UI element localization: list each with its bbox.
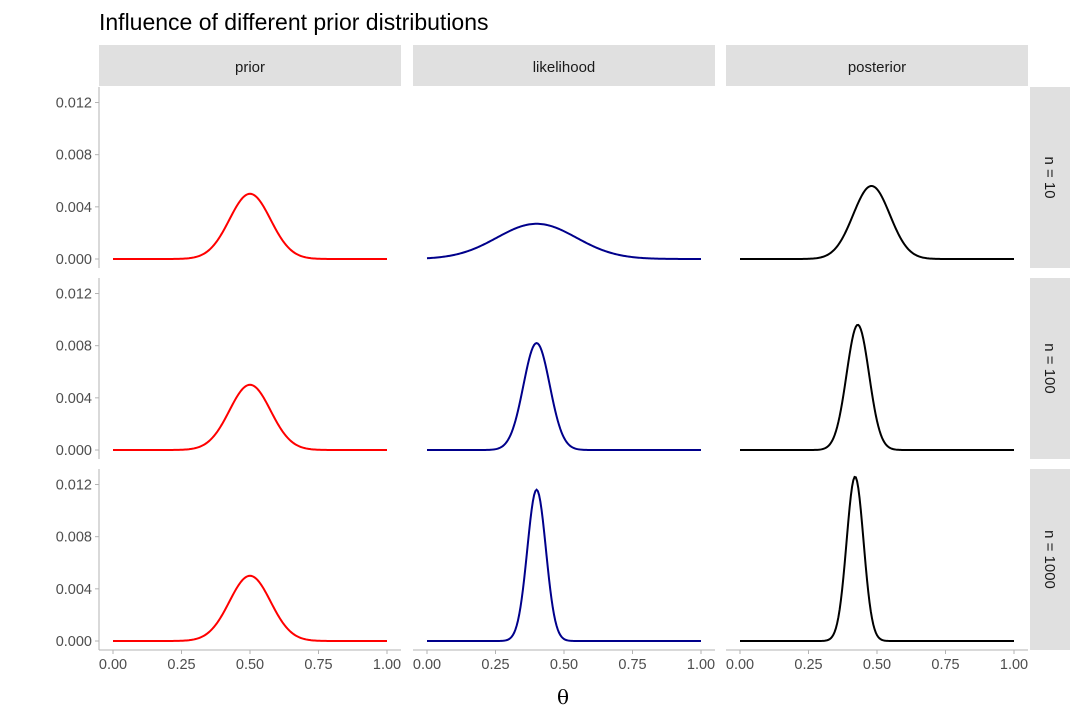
strip-posterior xyxy=(726,45,1028,86)
x-tick-label: 0.75 xyxy=(931,657,959,673)
x-tick-label: 1.00 xyxy=(373,657,401,673)
x-tick-label: 0.25 xyxy=(167,657,195,673)
chart-title: Influence of different prior distributio… xyxy=(99,9,489,35)
strip-prior xyxy=(99,45,401,86)
y-tick-label: 0.004 xyxy=(56,391,92,407)
y-tick-label: 0.004 xyxy=(56,200,92,216)
x-tick-label: 0.00 xyxy=(413,657,441,673)
y-tick-label: 0.000 xyxy=(56,443,92,459)
y-tick-label: 0.004 xyxy=(56,582,92,598)
series-line-likelihood-row-1 xyxy=(427,341,701,451)
series-line-likelihood-row-2 xyxy=(427,488,701,642)
x-tick-label: 0.50 xyxy=(236,657,264,673)
x-axis-label: θ xyxy=(557,685,569,709)
series-line-posterior-row-1 xyxy=(740,323,1014,451)
series-line-prior-row-0 xyxy=(113,192,387,260)
y-tick-label: 0.000 xyxy=(56,634,92,650)
strip-row-label-1: n = 100 xyxy=(1041,343,1058,393)
strip-row-label-0: n = 10 xyxy=(1041,156,1058,198)
strip-row-1 xyxy=(1030,278,1070,459)
y-tick-label: 0.000 xyxy=(56,252,92,268)
strip-row-0 xyxy=(1030,87,1070,268)
series-line-likelihood-row-0 xyxy=(426,222,701,260)
x-tick-label: 0.50 xyxy=(863,657,891,673)
y-tick-label: 0.012 xyxy=(56,287,92,303)
x-tick-label: 0.25 xyxy=(794,657,822,673)
series-line-prior-row-1 xyxy=(113,383,387,451)
series-line-posterior-row-2 xyxy=(740,475,1014,642)
y-tick-label: 0.008 xyxy=(56,339,92,355)
series-line-prior-row-2 xyxy=(113,574,387,642)
strip-label-likelihood: likelihood xyxy=(533,59,596,76)
x-tick-label: 1.00 xyxy=(687,657,715,673)
x-tick-label: 0.00 xyxy=(726,657,754,673)
strip-likelihood xyxy=(413,45,715,86)
x-tick-label: 0.25 xyxy=(481,657,509,673)
x-tick-label: 1.00 xyxy=(1000,657,1028,673)
strip-label-prior: prior xyxy=(235,59,265,76)
x-tick-label: 0.00 xyxy=(99,657,127,673)
series-line-posterior-row-0 xyxy=(740,184,1014,260)
x-tick-label: 0.50 xyxy=(550,657,578,673)
strip-label-posterior: posterior xyxy=(848,59,906,76)
strip-row-label-2: n = 1000 xyxy=(1041,530,1058,589)
panel-grid: prior likelihood posterior n = 10 n = 100 n =… xyxy=(56,45,1070,673)
y-tick-label: 0.012 xyxy=(56,478,92,494)
y-tick-label: 0.012 xyxy=(56,96,92,112)
strip-row-2 xyxy=(1030,469,1070,650)
y-tick-label: 0.008 xyxy=(56,148,92,164)
x-tick-label: 0.75 xyxy=(618,657,646,673)
x-tick-label: 0.75 xyxy=(304,657,332,673)
y-tick-label: 0.008 xyxy=(56,530,92,546)
